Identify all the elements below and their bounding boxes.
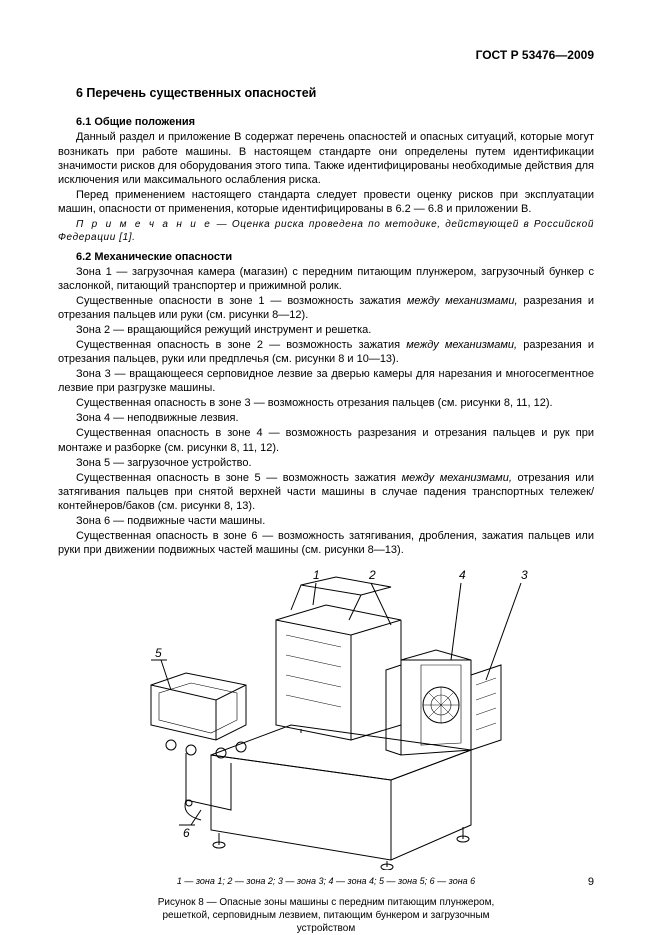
zone5-def: Зона 5 — загрузочное устройство. — [58, 456, 594, 470]
note-6-1: П р и м е ч а н и е — Оценка риска прове… — [58, 219, 594, 245]
callout-4: 4 — [459, 568, 466, 582]
callout-5: 5 — [155, 646, 162, 660]
callout-2: 2 — [368, 568, 376, 582]
para-6-1-1: Данный раздел и приложение В содержат пе… — [58, 130, 594, 186]
zone2-hazard: Существенная опасность в зоне 2 — возмож… — [58, 338, 594, 366]
page-number: 9 — [588, 875, 594, 889]
callout-1: 1 — [313, 568, 320, 582]
subsection-6-1-title: 6.1 Общие положения — [58, 115, 594, 129]
zone4-hazard: Существенная опасность в зоне 4 — возмож… — [58, 426, 594, 454]
document-id: ГОСТ Р 53476—2009 — [58, 48, 594, 63]
figure-8-caption: Рисунок 8 — Опасные зоны машины с передн… — [141, 896, 511, 935]
zone3-def: Зона 3 — вращающееся серповидное лезвие … — [58, 367, 594, 395]
zone6-def: Зона 6 — подвижные части машины. — [58, 514, 594, 528]
zone1-def: Зона 1 — загрузочная камера (магазин) с … — [58, 265, 594, 293]
subsection-6-2-title: 6.2 Механические опасности — [58, 250, 594, 264]
zone2-def: Зона 2 — вращающийся режущий инструмент … — [58, 323, 594, 337]
callout-6: 6 — [183, 826, 190, 840]
note-lead: П р и м е ч а н и е — [76, 219, 212, 230]
figure-8: 5 6 1 2 4 3 — [58, 565, 594, 870]
zone3-hazard: Существенная опасность в зоне 3 — возмож… — [58, 396, 594, 410]
section-title: 6 Перечень существенных опасностей — [58, 85, 594, 101]
figure-8-legend: 1 — зона 1; 2 — зона 2; 3 — зона 3; 4 — … — [58, 876, 594, 888]
zone6-hazard: Существенная опасность в зоне 6 — возмож… — [58, 529, 594, 557]
callout-3: 3 — [521, 568, 528, 582]
figure-8-drawing: 5 6 1 2 4 3 — [91, 565, 561, 870]
zone4-def: Зона 4 — неподвижные лезвия. — [58, 411, 594, 425]
zone5-hazard: Существенная опасность в зоне 5 — возмож… — [58, 471, 594, 513]
para-6-1-2: Перед применением настоящего стандарта с… — [58, 188, 594, 216]
zone1-hazard: Существенные опасности в зоне 1 — возмож… — [58, 294, 594, 322]
